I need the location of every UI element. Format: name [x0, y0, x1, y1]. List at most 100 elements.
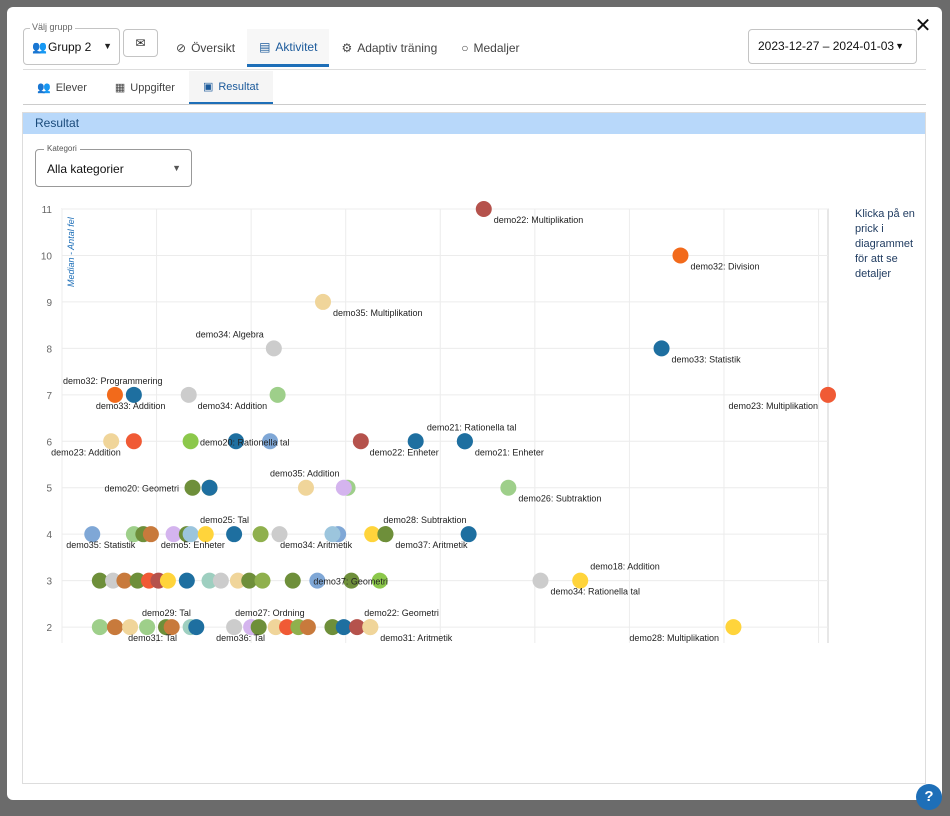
date-range-select[interactable]: 2023-12-27 – 2024-01-03 ▼	[748, 29, 917, 64]
data-point[interactable]	[182, 526, 199, 543]
subtab-elever[interactable]: 👥 Elever	[23, 71, 101, 104]
data-point[interactable]	[165, 526, 182, 543]
data-point[interactable]	[228, 433, 245, 450]
data-point[interactable]	[91, 619, 108, 636]
data-point[interactable]	[364, 526, 381, 543]
data-point[interactable]	[572, 572, 589, 589]
data-point[interactable]	[532, 572, 549, 589]
data-point[interactable]	[125, 433, 142, 450]
data-point[interactable]	[335, 619, 352, 636]
data-point[interactable]	[299, 619, 316, 636]
data-point[interactable]	[309, 572, 326, 589]
data-label: demo34: Addition	[198, 401, 268, 411]
y-tick-label: 3	[46, 577, 52, 588]
medal-icon: ○	[461, 41, 469, 55]
help-button[interactable]: ?	[916, 784, 942, 810]
data-point[interactable]	[672, 247, 689, 264]
mail-button[interactable]: ✉	[123, 29, 158, 57]
data-label: demo33: Addition	[96, 401, 166, 411]
data-point[interactable]	[182, 433, 199, 450]
subtab-uppgifter[interactable]: ▦ Uppgifter	[101, 71, 189, 104]
subtab-resultat[interactable]: ▣ Resultat	[188, 71, 273, 104]
tab-medaljer[interactable]: ○ Medaljer	[449, 29, 531, 67]
data-point[interactable]	[279, 619, 296, 636]
data-point[interactable]	[269, 386, 286, 403]
data-point[interactable]	[201, 479, 218, 496]
data-point[interactable]	[105, 572, 122, 589]
modal: ✕ Välj grupp 👥 Grupp 2 ▼ ✉ ⊘ Översikt ▤ Ak…	[7, 7, 942, 800]
data-point[interactable]	[725, 619, 742, 636]
data-point[interactable]	[335, 479, 352, 496]
data-point[interactable]	[500, 479, 517, 496]
data-point[interactable]	[349, 619, 366, 636]
data-label: demo33: Statistik	[672, 354, 742, 364]
data-point[interactable]	[139, 619, 156, 636]
tab-label: Adaptiv träning	[357, 41, 438, 55]
data-label: demo37: Aritmetik	[395, 540, 468, 550]
data-point[interactable]	[352, 433, 369, 450]
overview-icon: ⊘	[176, 41, 187, 55]
data-point[interactable]	[271, 526, 288, 543]
data-point[interactable]	[103, 433, 120, 450]
data-point[interactable]	[91, 572, 108, 589]
data-point[interactable]	[116, 572, 133, 589]
data-point[interactable]	[297, 479, 314, 496]
divider	[23, 69, 926, 70]
data-point[interactable]	[265, 340, 282, 357]
data-point[interactable]	[122, 619, 139, 636]
data-point[interactable]	[262, 433, 279, 450]
data-point[interactable]	[324, 619, 341, 636]
data-point[interactable]	[252, 526, 269, 543]
data-point[interactable]	[163, 619, 180, 636]
data-point[interactable]	[371, 572, 388, 589]
tab-adaptiv-traning[interactable]: ⚙ Adaptiv träning	[329, 29, 449, 67]
data-point[interactable]	[460, 526, 477, 543]
data-point[interactable]	[106, 619, 123, 636]
data-point[interactable]	[250, 619, 267, 636]
chevron-down-icon: ▼	[103, 41, 112, 51]
data-point[interactable]	[377, 526, 394, 543]
data-point[interactable]	[159, 572, 176, 589]
data-label: demo21: Enheter	[475, 447, 544, 457]
data-label: demo22: Multiplikation	[494, 215, 584, 225]
data-point[interactable]	[125, 386, 142, 403]
group-select[interactable]: Välj grupp 👥 Grupp 2 ▼	[23, 22, 120, 65]
y-tick-label: 11	[42, 205, 53, 216]
data-point[interactable]	[226, 619, 243, 636]
data-point[interactable]	[241, 572, 258, 589]
close-icon[interactable]: ✕	[914, 15, 932, 37]
data-point[interactable]	[180, 386, 197, 403]
data-point[interactable]	[226, 526, 243, 543]
data-point[interactable]	[188, 619, 205, 636]
data-label: demo35: Statistik	[66, 540, 136, 550]
data-point[interactable]	[284, 572, 301, 589]
data-point[interactable]	[456, 433, 473, 450]
data-point[interactable]	[229, 572, 246, 589]
data-point[interactable]	[178, 572, 195, 589]
data-point[interactable]	[653, 340, 670, 357]
data-point[interactable]	[129, 572, 146, 589]
data-point[interactable]	[315, 293, 332, 310]
users-icon: 👥	[37, 82, 51, 94]
data-point[interactable]	[254, 572, 271, 589]
data-point[interactable]	[197, 526, 214, 543]
data-point[interactable]	[820, 386, 836, 403]
data-point[interactable]	[362, 619, 379, 636]
data-point[interactable]	[343, 572, 360, 589]
data-point[interactable]	[267, 619, 284, 636]
data-point[interactable]	[201, 572, 218, 589]
data-point[interactable]	[184, 479, 201, 496]
tab-oversikt[interactable]: ⊘ Översikt	[164, 29, 247, 67]
data-point[interactable]	[106, 386, 123, 403]
data-point[interactable]	[142, 526, 159, 543]
tab-aktivitet[interactable]: ▤ Aktivitet	[247, 29, 330, 67]
data-point[interactable]	[212, 572, 229, 589]
data-label: demo28: Multiplikation	[629, 633, 719, 643]
category-select[interactable]: Kategori Alla kategorier ▼	[35, 144, 192, 187]
data-point[interactable]	[407, 433, 424, 450]
data-point[interactable]	[84, 526, 101, 543]
data-label: demo31: Aritmetik	[380, 633, 453, 643]
data-label: demo22: Geometri	[364, 608, 439, 618]
data-point[interactable]	[475, 201, 492, 217]
data-point[interactable]	[324, 526, 341, 543]
